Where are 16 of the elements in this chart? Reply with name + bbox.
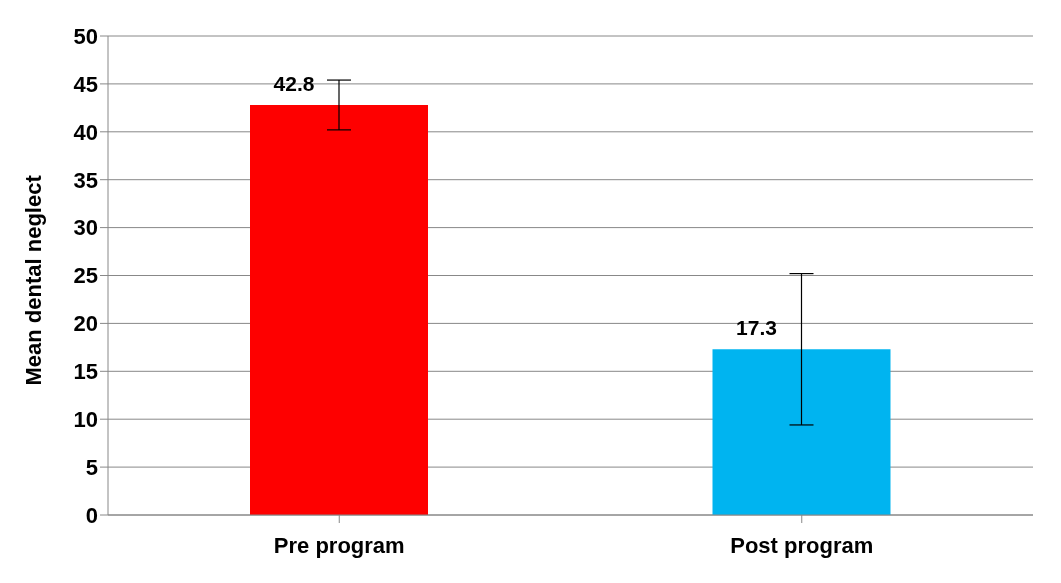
y-tick-label: 40 — [73, 119, 98, 145]
data-label: 42.8 — [273, 71, 315, 95]
y-tick-label: 10 — [73, 407, 98, 433]
x-tick-label: Pre program — [273, 532, 405, 558]
y-tick-label: 5 — [85, 454, 98, 480]
y-tick-label: 45 — [73, 71, 98, 97]
y-tick-label: 20 — [73, 311, 98, 337]
y-tick-label: 35 — [73, 167, 98, 193]
x-tick-label: Post program — [730, 532, 874, 558]
data-label: 17.3 — [736, 316, 777, 340]
y-tick-label: 50 — [73, 23, 98, 49]
y-axis-title: Mean dental neglect — [20, 174, 46, 386]
y-tick-label: 15 — [73, 359, 98, 385]
y-tick-label: 25 — [73, 263, 98, 289]
y-tick-label: 0 — [85, 502, 98, 528]
y-tick-label: 30 — [73, 215, 98, 241]
